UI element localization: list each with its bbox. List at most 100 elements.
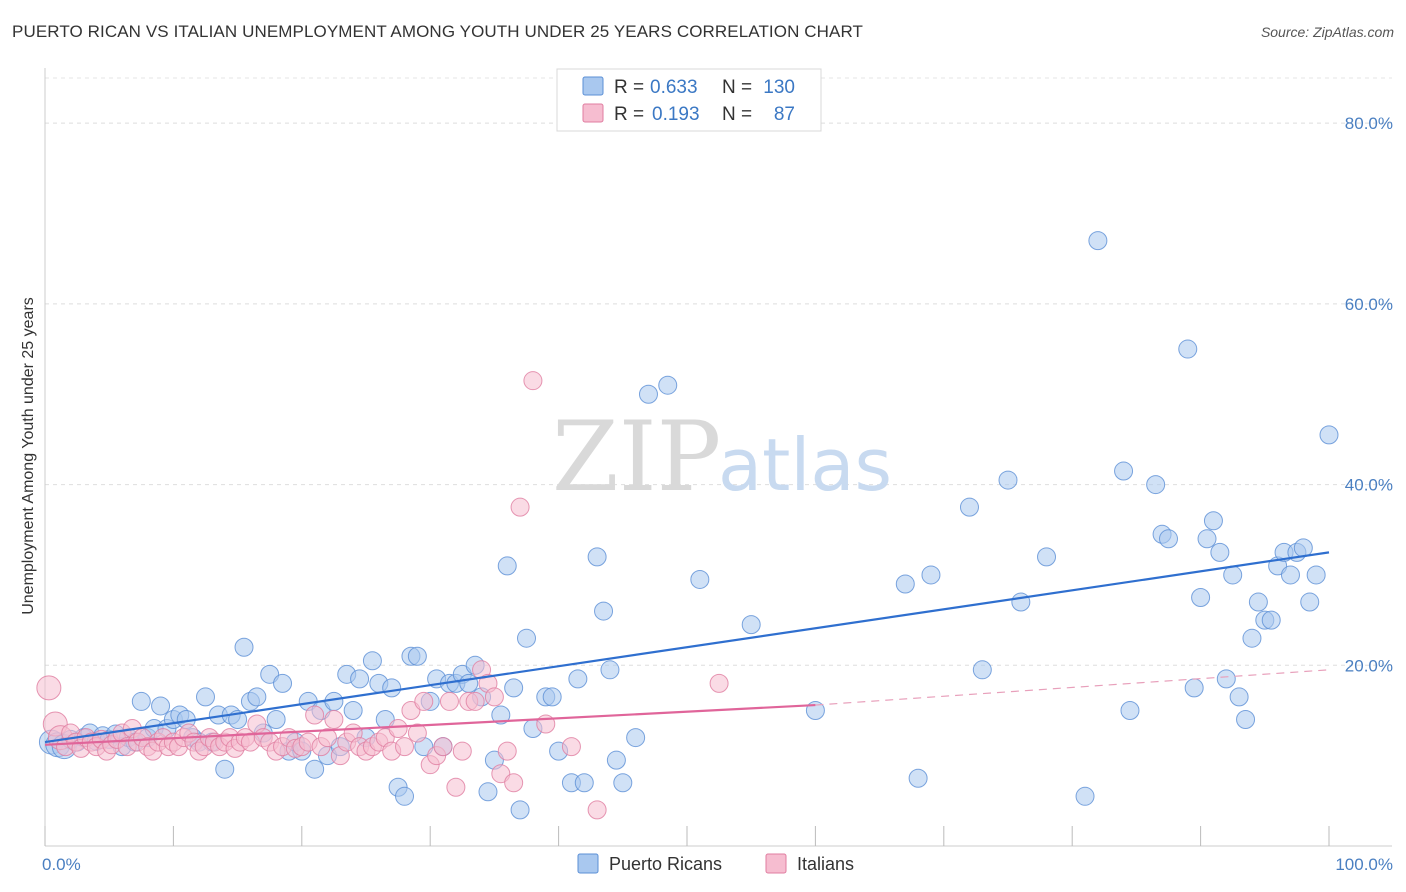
grid-lines <box>45 77 1392 666</box>
data-point <box>452 741 472 761</box>
x-tick-label: 100.0% <box>1335 855 1393 874</box>
data-point <box>1229 687 1249 707</box>
data-point <box>568 669 588 689</box>
data-point <box>1300 592 1320 612</box>
data-point <box>998 470 1018 490</box>
x-tick-labels: 0.0% 100.0% <box>42 855 1393 874</box>
data-point <box>1216 669 1236 689</box>
data-point <box>613 773 633 793</box>
data-point <box>1011 592 1031 612</box>
data-point <box>350 669 370 689</box>
data-point <box>465 691 485 711</box>
y-tick-label: 60.0% <box>1345 295 1393 314</box>
data-point <box>324 710 344 730</box>
stats-n-value: 130 <box>763 77 795 98</box>
data-point <box>1223 565 1243 585</box>
data-point <box>1319 425 1339 445</box>
stats-legend-swatch-blue <box>582 76 604 96</box>
data-point <box>247 687 267 707</box>
data-point <box>395 786 415 806</box>
legend-label-puerto-ricans: Puerto Ricans <box>609 854 722 874</box>
data-point <box>1120 700 1140 720</box>
watermark-zip: ZIP <box>552 401 721 513</box>
data-point <box>594 601 614 621</box>
data-point <box>273 673 293 693</box>
data-point <box>510 497 530 517</box>
data-point <box>1088 231 1108 251</box>
data-point <box>658 375 678 395</box>
data-point <box>600 660 620 680</box>
data-point <box>343 700 363 720</box>
y-tick-label: 80.0% <box>1345 114 1393 133</box>
data-point <box>362 651 382 671</box>
data-point <box>497 741 517 761</box>
stats-legend: R = 0.633 N = 130 R = 0.193 N = 87 <box>556 68 822 132</box>
data-point <box>1306 565 1326 585</box>
data-point <box>196 687 215 707</box>
data-point <box>1280 565 1300 585</box>
data-point <box>1184 678 1204 698</box>
data-point <box>439 691 459 711</box>
stats-r-value: 0.633 <box>650 77 698 98</box>
y-tick-labels: 20.0% 40.0% 60.0% 80.0% <box>1345 114 1393 675</box>
data-point <box>1114 461 1134 481</box>
data-point <box>305 759 325 779</box>
data-point <box>542 687 562 707</box>
legend-swatch-italians <box>765 853 787 874</box>
data-point <box>921 565 941 585</box>
series-legend: Puerto Ricans Italians <box>577 853 854 874</box>
data-point <box>395 737 415 757</box>
data-point <box>741 615 761 635</box>
data-point <box>1146 475 1166 495</box>
trend-line-italians <box>44 703 816 746</box>
data-point <box>709 673 729 693</box>
data-point <box>1203 511 1223 531</box>
data-point <box>446 777 466 797</box>
stats-legend-swatch-pink <box>582 103 604 123</box>
data-point <box>606 750 626 770</box>
data-point <box>1197 529 1217 549</box>
data-point <box>959 497 979 517</box>
data-point <box>895 574 915 594</box>
data-point <box>1075 786 1095 806</box>
axes <box>44 68 1392 847</box>
data-point <box>561 737 581 757</box>
data-point <box>317 728 337 748</box>
data-point <box>504 773 524 793</box>
data-point <box>433 737 453 757</box>
trend-line-puerto-ricans <box>44 551 1330 744</box>
data-point <box>484 687 504 707</box>
data-point <box>517 628 536 648</box>
y-tick-label: 20.0% <box>1345 656 1393 675</box>
chart-title: PUERTO RICAN VS ITALIAN UNEMPLOYMENT AMO… <box>12 22 864 41</box>
data-point <box>1248 592 1268 612</box>
y-tick-label: 40.0% <box>1345 476 1393 495</box>
watermark-atlas: atlas <box>718 423 892 507</box>
data-point <box>266 710 286 730</box>
data-point <box>1191 588 1211 608</box>
data-point <box>234 637 254 657</box>
legend-label-italians: Italians <box>797 854 854 874</box>
watermark: ZIP atlas <box>552 401 892 513</box>
data-point <box>690 569 710 589</box>
x-tick-label: 0.0% <box>42 855 81 874</box>
data-point <box>574 773 594 793</box>
data-point <box>459 673 479 693</box>
data-point <box>497 556 517 576</box>
trend-lines <box>44 551 1330 746</box>
stats-r-label: R = <box>614 104 644 125</box>
data-point <box>305 705 325 725</box>
data-point <box>1242 628 1262 648</box>
stats-r-value: 0.193 <box>652 104 700 125</box>
data-point <box>151 696 171 716</box>
data-point <box>131 691 151 711</box>
data-point <box>587 547 607 567</box>
data-point <box>523 371 543 391</box>
data-point <box>908 768 928 788</box>
stats-r-label: R = <box>614 77 644 98</box>
data-point <box>1210 542 1230 562</box>
data-point <box>510 800 530 820</box>
data-point <box>36 675 62 701</box>
data-point <box>587 800 607 820</box>
